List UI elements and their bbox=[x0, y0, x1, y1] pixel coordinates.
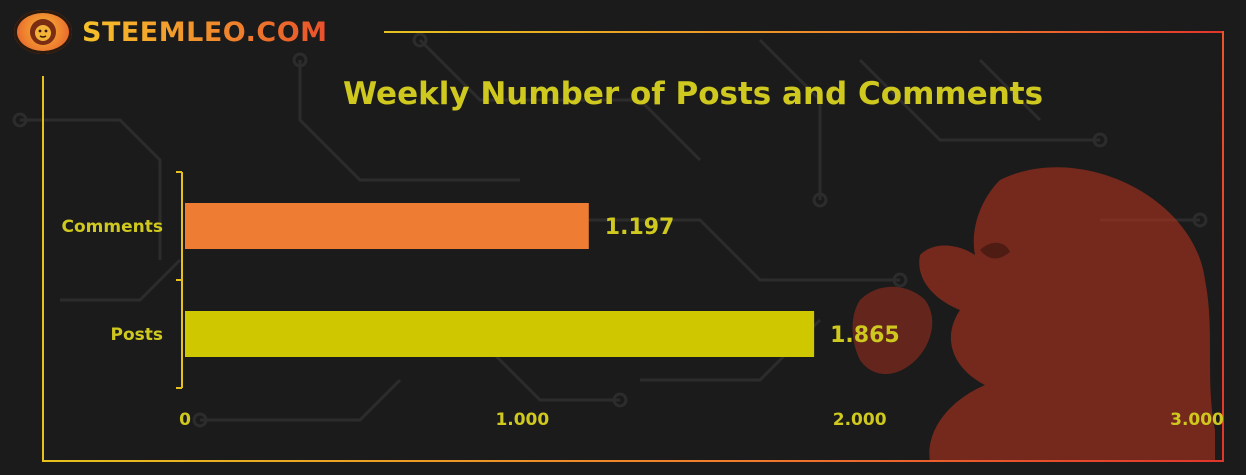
x-tick-label: 1.000 bbox=[495, 410, 549, 430]
brand-header: STEEMLEO.COM bbox=[14, 10, 328, 54]
bar-posts bbox=[185, 311, 815, 357]
chart-title: Weekly Number of Posts and Comments bbox=[342, 76, 1044, 112]
data-label: 1.197 bbox=[605, 215, 675, 240]
lion-head-icon bbox=[14, 10, 72, 54]
x-tick-label: 3.000 bbox=[1170, 410, 1224, 430]
frame-left-line bbox=[42, 76, 44, 462]
data-label: 1.865 bbox=[830, 323, 900, 348]
frame-bottom-line bbox=[42, 460, 1224, 462]
category-label: Comments bbox=[62, 217, 163, 237]
category-label: Posts bbox=[110, 325, 163, 345]
frame-top-line bbox=[384, 31, 1224, 33]
x-tick-label: 0 bbox=[179, 410, 191, 430]
x-tick-label: 2.000 bbox=[833, 410, 887, 430]
bar-comments bbox=[185, 203, 589, 249]
brand-name: STEEMLEO.COM bbox=[82, 16, 328, 48]
lion-head-glyph bbox=[30, 19, 56, 45]
frame-right-line bbox=[1222, 31, 1224, 462]
